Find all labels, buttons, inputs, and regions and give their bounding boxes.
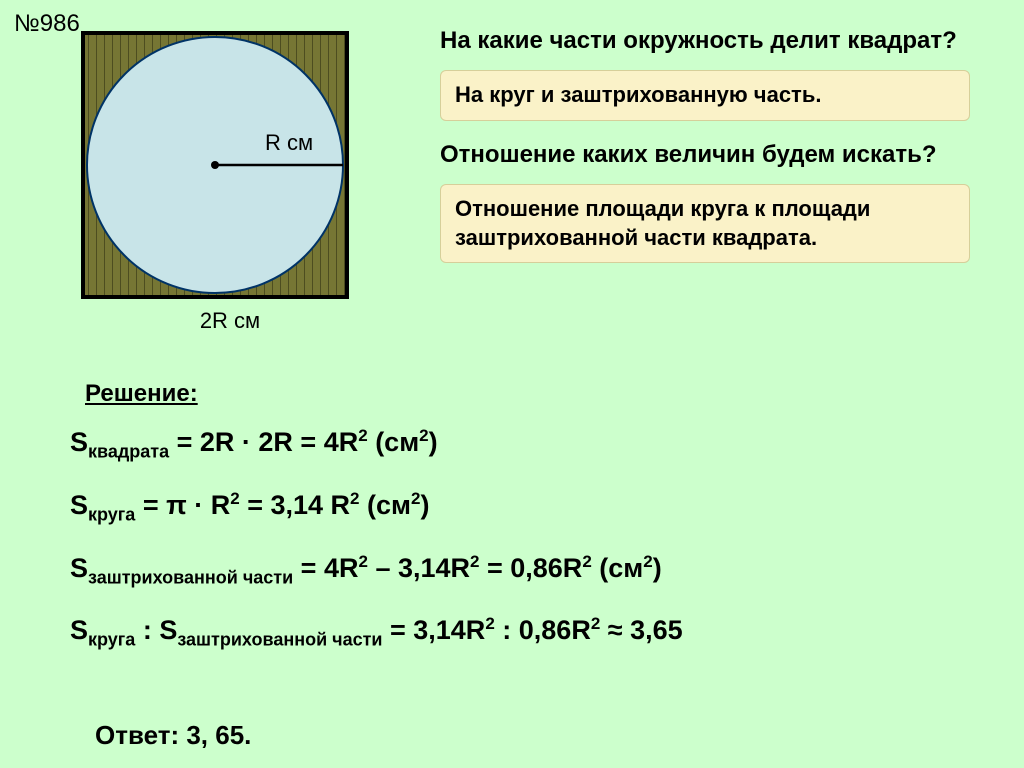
solution-body: Sквадрата = 2R · 2R = 4R2 (см2) Sкруга =… <box>70 425 950 676</box>
answer-box-1: На круг и заштрихованную часть. <box>440 70 970 121</box>
question-1: На какие части окружность делит квадрат? <box>440 25 970 56</box>
qa-section: На какие части окружность делит квадрат?… <box>440 25 970 281</box>
side-length-label: 2R см <box>80 308 380 334</box>
radius-label: R см <box>265 130 313 155</box>
formula-circle-area: Sкруга = π · R2 = 3,14 R2 (см2) <box>70 488 950 527</box>
formula-hatched-area: Sзаштрихованной части = 4R2 – 3,14R2 = 0… <box>70 551 950 590</box>
solution-heading: Решение: <box>85 380 198 408</box>
geometry-svg: R см <box>80 30 350 300</box>
question-2: Отношение каких величин будем искать? <box>440 139 970 170</box>
final-answer: Ответ: 3, 65. <box>95 720 251 751</box>
formula-square-area: Sквадрата = 2R · 2R = 4R2 (см2) <box>70 425 950 464</box>
answer-box-2: Отношение площади круга к площади заштри… <box>440 184 970 263</box>
problem-number: №986 <box>14 10 80 38</box>
diagram: R см 2R см <box>80 30 380 334</box>
formula-ratio: Sкруга : Sзаштрихованной части = 3,14R2 … <box>70 613 950 652</box>
circle-in-square-figure: R см <box>80 30 350 300</box>
